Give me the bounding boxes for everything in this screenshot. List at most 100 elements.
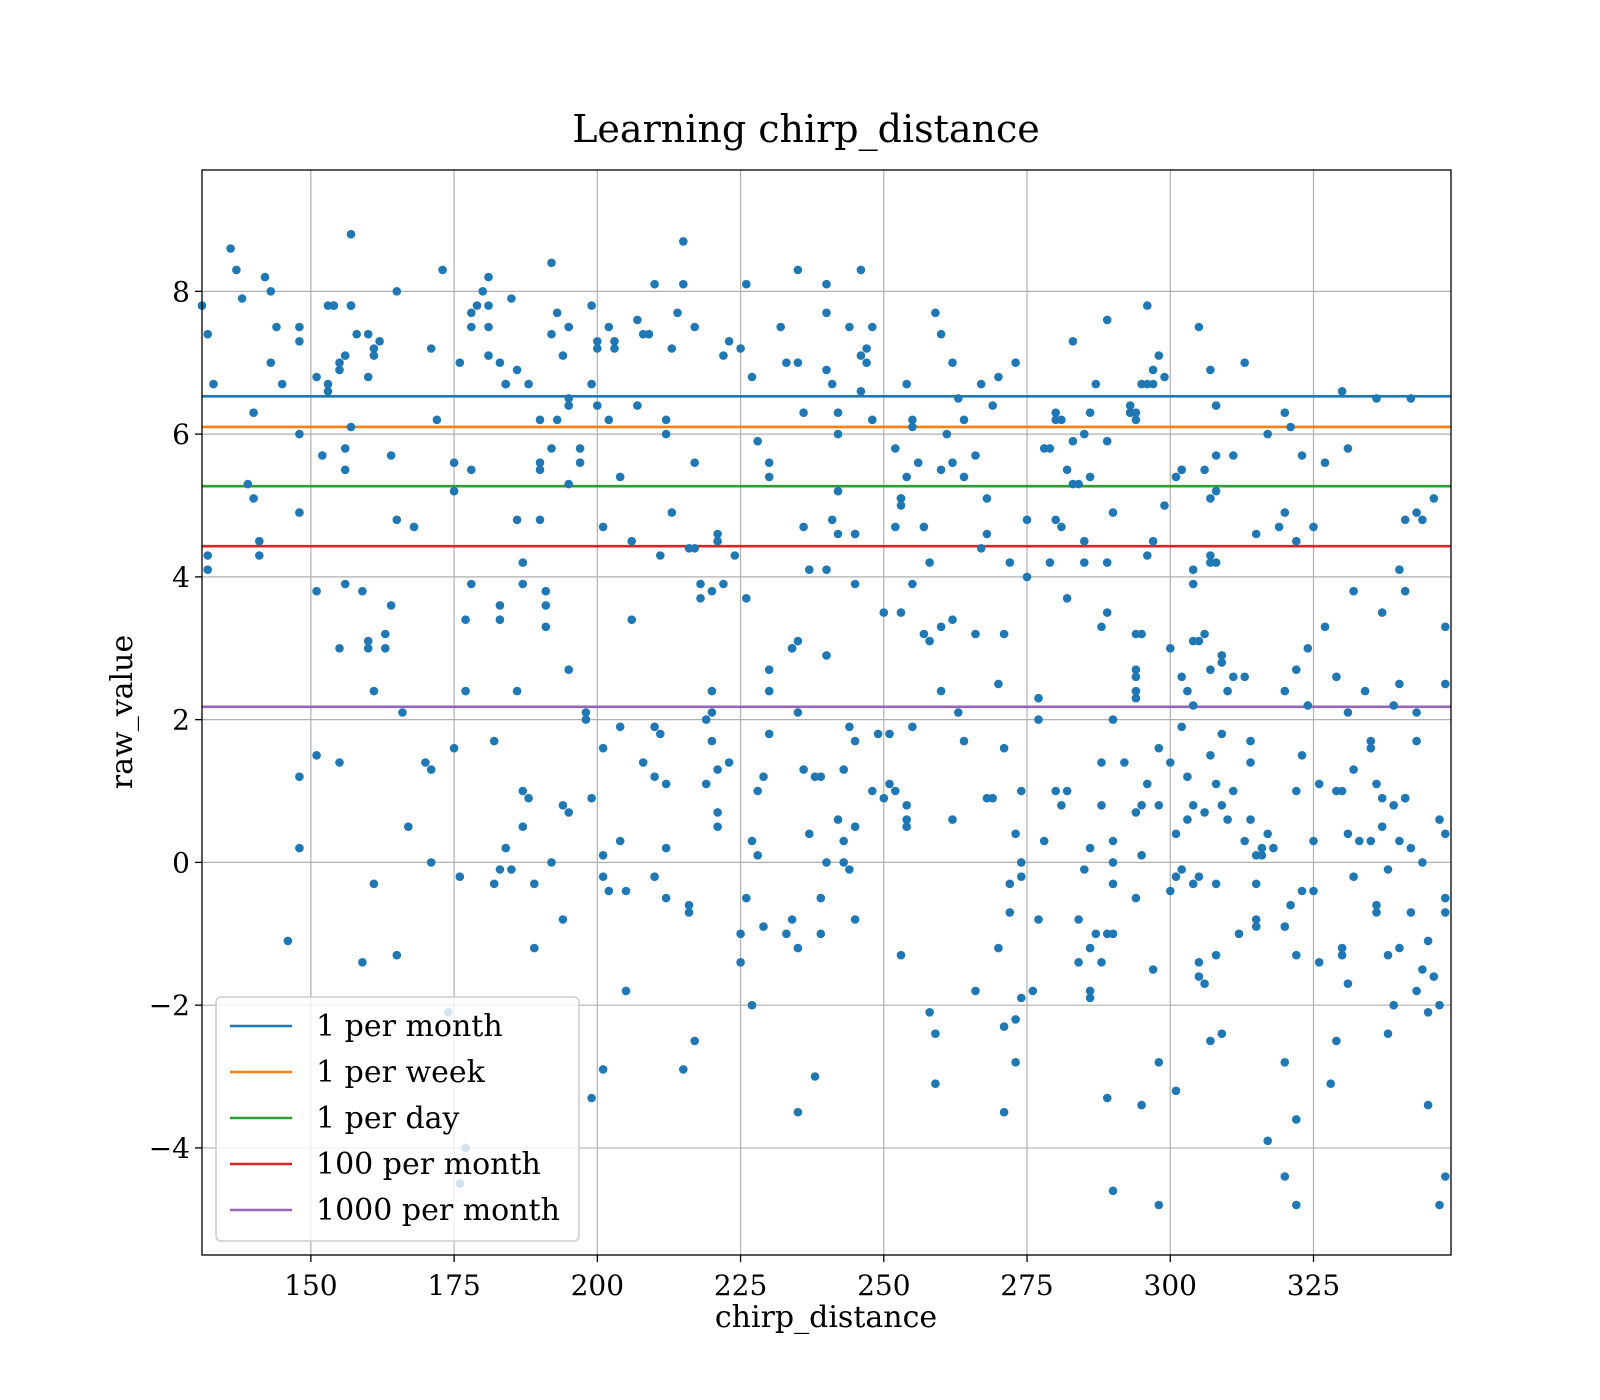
data-point [650, 722, 659, 732]
data-point [1068, 436, 1078, 446]
data-point [467, 465, 476, 475]
legend-label: 1000 per month [316, 1193, 560, 1228]
data-point [392, 950, 402, 960]
data-point [822, 858, 831, 867]
data-point [810, 1072, 820, 1081]
data-point [787, 915, 797, 924]
data-point [1332, 1036, 1341, 1046]
x-axis-label: chirp_distance [715, 1300, 937, 1335]
data-point [959, 736, 969, 746]
data-point [891, 444, 900, 453]
data-point [564, 479, 573, 489]
data-point [392, 515, 402, 525]
data-point [1154, 1058, 1164, 1067]
data-point [759, 922, 768, 931]
data-point [936, 465, 946, 475]
data-point [1229, 786, 1238, 796]
data-point [312, 586, 321, 596]
data-point [1143, 551, 1152, 560]
data-point [346, 301, 356, 310]
data-point [587, 379, 596, 389]
data-point [1188, 879, 1198, 889]
data-point [753, 436, 762, 446]
data-point [1171, 829, 1181, 839]
data-point [1395, 836, 1404, 846]
data-point [1022, 515, 1032, 525]
data-point [1251, 922, 1261, 931]
data-point [856, 351, 866, 360]
data-point [615, 472, 625, 482]
data-point [1057, 522, 1066, 532]
data-point [1234, 929, 1244, 939]
data-point [381, 629, 390, 639]
data-point [673, 308, 682, 318]
data-point [277, 379, 287, 389]
data-point [902, 822, 911, 831]
data-point [237, 294, 247, 303]
data-point [891, 522, 900, 532]
data-point [1102, 608, 1112, 617]
data-point [1074, 479, 1083, 489]
y-tick-label: −2 [149, 989, 190, 1022]
data-point [1395, 943, 1404, 953]
data-point [684, 908, 694, 917]
data-point [1131, 893, 1141, 903]
data-point [1406, 908, 1416, 917]
data-point [1240, 358, 1249, 368]
reference-lines [202, 394, 1451, 709]
data-point [1137, 1100, 1146, 1110]
data-point [1303, 701, 1313, 710]
data-point [1292, 786, 1301, 796]
data-point [501, 843, 511, 853]
data-point [845, 865, 854, 874]
data-point [799, 522, 808, 532]
data-point [346, 422, 356, 432]
data-point [1034, 693, 1043, 703]
data-point [994, 372, 1003, 382]
data-point [203, 329, 212, 339]
data-point [1011, 358, 1020, 368]
data-point [535, 515, 545, 525]
data-point [1062, 594, 1072, 603]
legend-label: 1 per month [316, 1009, 503, 1044]
data-point [976, 379, 986, 389]
data-point [375, 337, 384, 346]
data-point [1309, 522, 1318, 532]
data-point [999, 743, 1009, 753]
data-point [747, 372, 757, 382]
data-point [1166, 758, 1175, 767]
tick-labels: 150 175 200 225 250 275 300 325 −4 −2 0 2 4 6 8 [149, 275, 1341, 1302]
y-tick-label: −4 [149, 1132, 190, 1165]
data-point [323, 379, 333, 389]
data-point [1171, 472, 1181, 482]
data-point [1292, 665, 1301, 674]
data-point [707, 686, 717, 696]
data-point [999, 629, 1009, 639]
data-point [1435, 1000, 1444, 1010]
data-point [610, 337, 619, 346]
data-point [1154, 351, 1164, 360]
data-point [661, 843, 671, 853]
data-point [713, 808, 722, 817]
data-point [1194, 958, 1204, 967]
data-point [999, 1107, 1009, 1117]
data-point [1108, 858, 1118, 867]
data-point [598, 743, 608, 753]
data-point [1383, 950, 1393, 960]
data-point [426, 344, 436, 353]
data-point [650, 279, 659, 289]
data-point [1051, 408, 1060, 418]
data-point [1349, 765, 1358, 774]
data-point [747, 1000, 757, 1010]
data-point [724, 337, 734, 346]
data-point [1108, 1186, 1118, 1196]
data-point [1246, 758, 1255, 767]
data-point [335, 644, 344, 653]
data-point [1102, 558, 1112, 567]
data-point [530, 943, 539, 953]
data-point [1280, 508, 1290, 517]
data-point [512, 365, 522, 375]
data-point [467, 322, 476, 332]
data-point [1102, 436, 1112, 446]
